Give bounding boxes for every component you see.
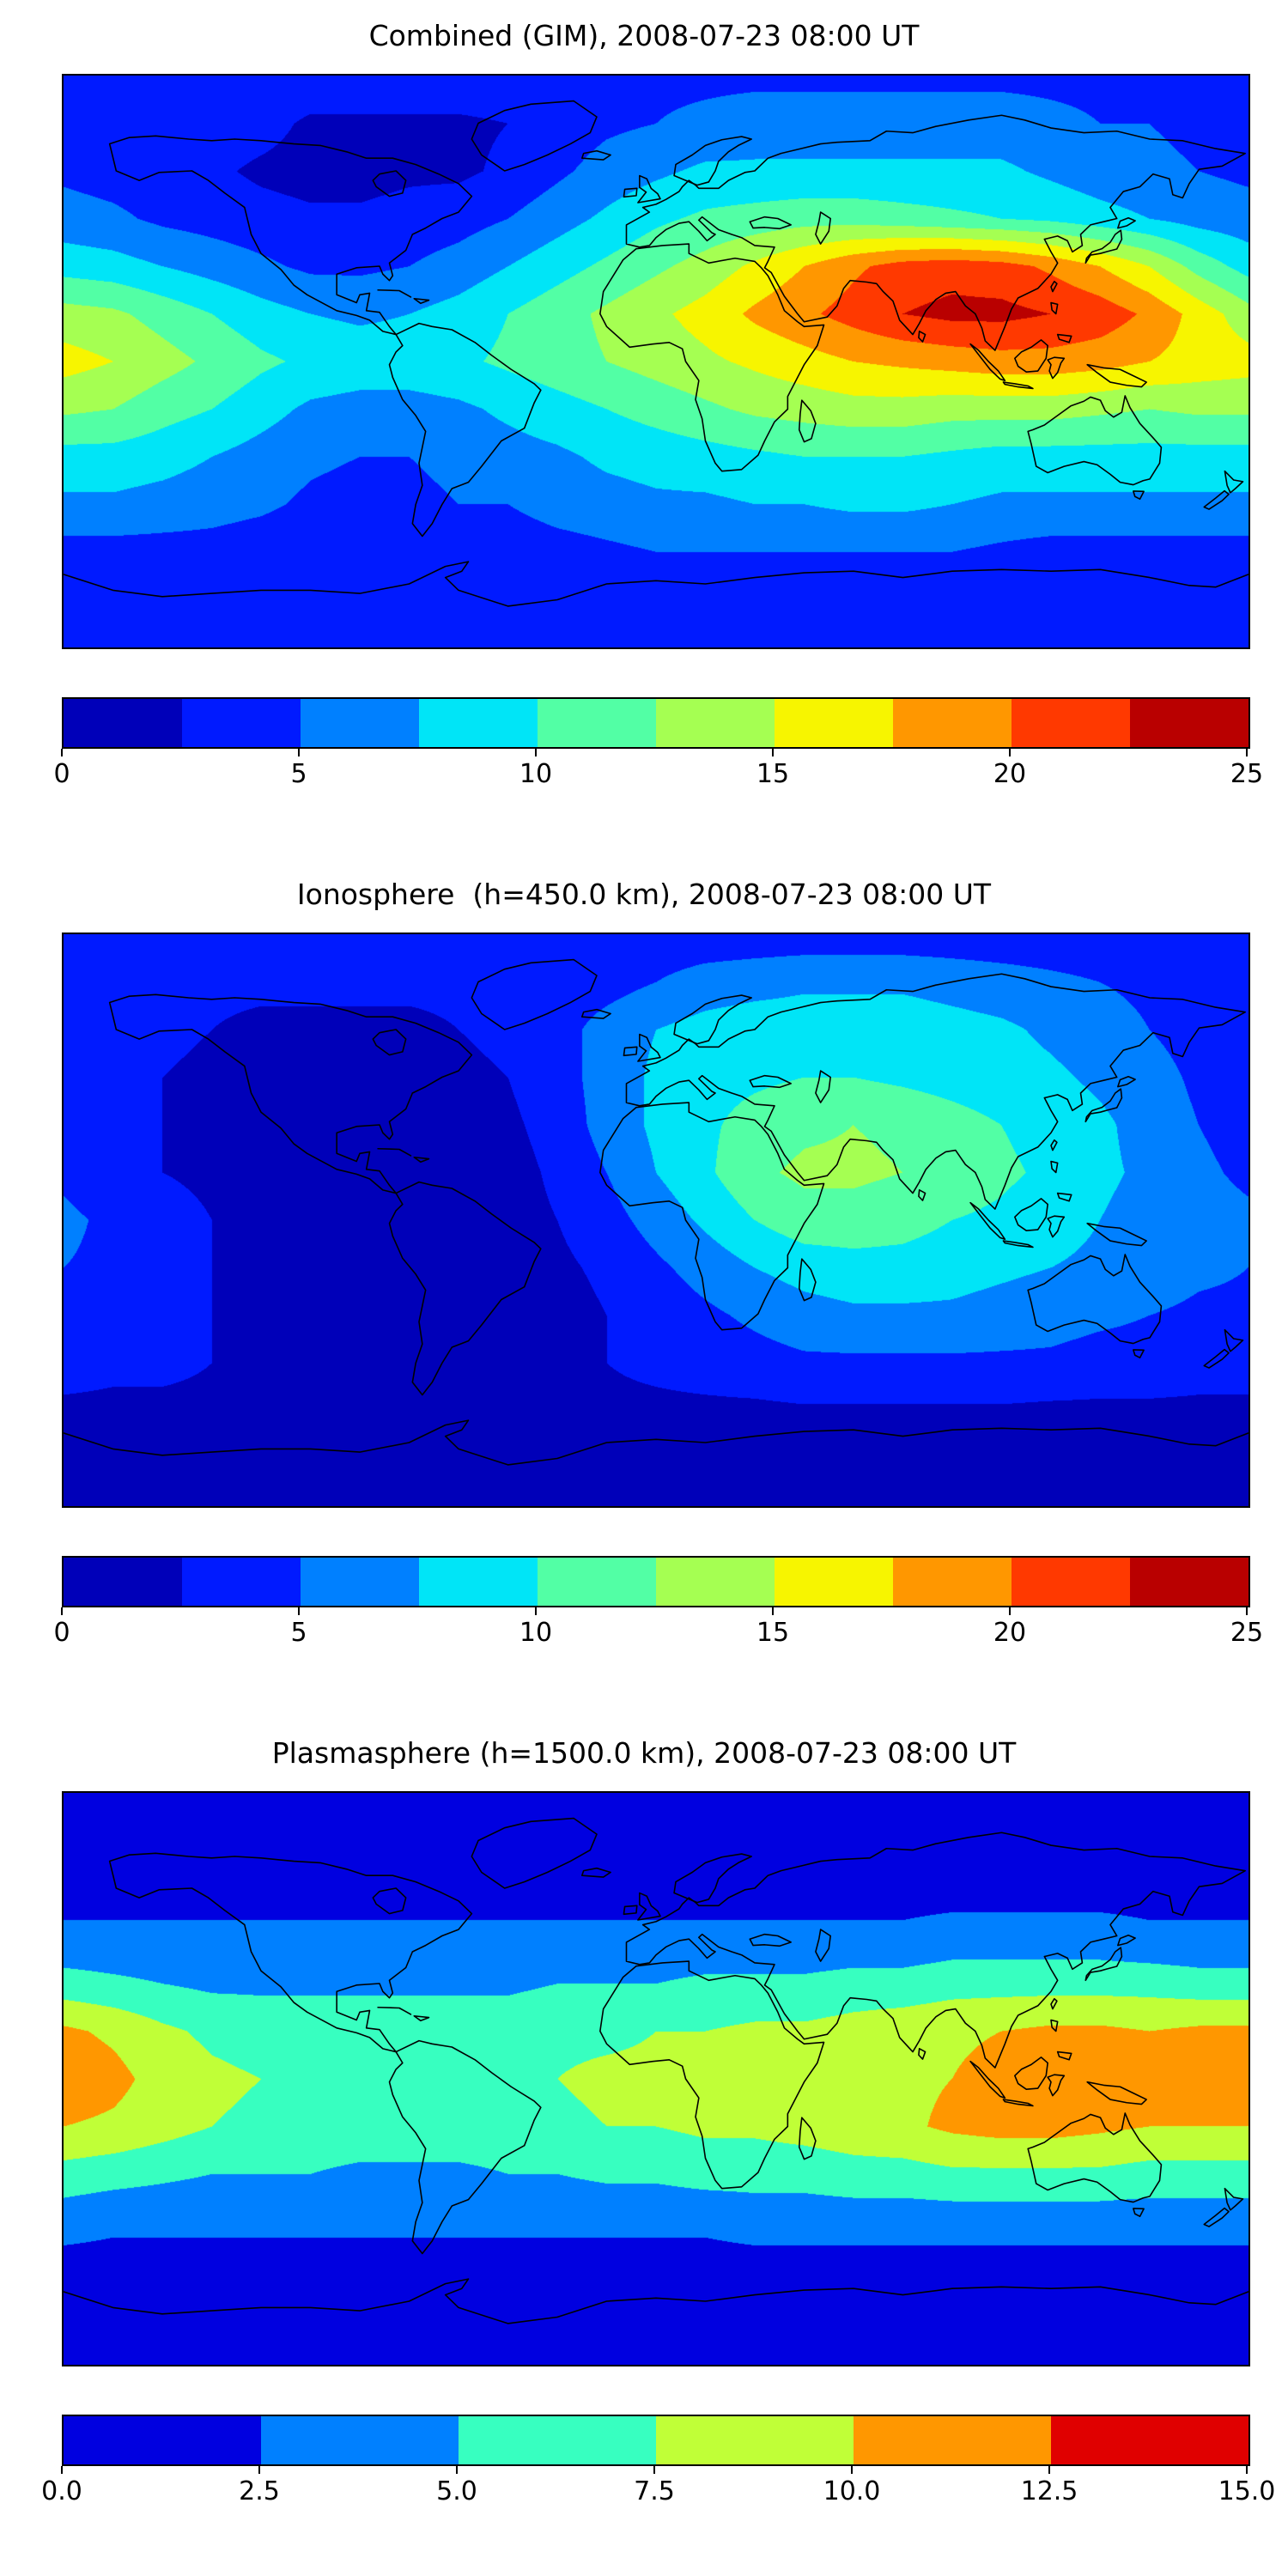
colorbar-tick-label: 20 — [993, 759, 1027, 789]
colorbar-ticks-ionosphere: 0 5 10 15 20 25 — [53, 1607, 1263, 1655]
colorbar-tick-mark — [61, 1607, 63, 1615]
colorbar-tick-label: 25 — [1230, 759, 1264, 789]
colorbar-tick-mark — [851, 2466, 853, 2474]
colorbar-tick-mark — [1246, 2466, 1248, 2474]
colorbar-segment — [854, 2416, 1051, 2464]
map-combined — [62, 74, 1250, 649]
colorbar-tick-label: 5.0 — [436, 2476, 477, 2506]
coastline-overlay — [64, 76, 1249, 647]
colorbar-plasmasphere — [62, 2415, 1250, 2466]
colorbar-tick-label: 0.0 — [41, 2476, 82, 2506]
colorbar-segment — [301, 699, 419, 747]
colorbar-segment — [459, 2416, 656, 2464]
colorbar-tick-mark — [1009, 749, 1011, 756]
colorbar-tick-mark — [1009, 1607, 1011, 1615]
colorbar-segment — [64, 1558, 182, 1606]
colorbar-segment — [775, 699, 893, 747]
colorbar-ticks-combined: 0 5 10 15 20 25 — [53, 749, 1263, 796]
map-ionosphere — [62, 933, 1250, 1508]
panel-title-combined: Combined (GIM), 2008-07-23 08:00 UT — [368, 19, 920, 52]
panel-combined-gim: Combined (GIM), 2008-07-23 08:00 UT 0 5 10… — [0, 0, 1288, 859]
tec-heatmap-plasmasphere — [64, 1793, 1249, 2365]
colorbar-tick-mark — [1048, 2466, 1050, 2474]
colorbar-segment — [182, 1558, 301, 1606]
colorbar-combined — [62, 697, 1250, 749]
colorbar-ticks-plasmasphere: 0.0 2.5 5.0 7.5 10.0 12.5 15.0 — [41, 2466, 1275, 2513]
colorbar-tick-label: 10.0 — [823, 2476, 881, 2506]
colorbar-segment — [656, 1558, 775, 1606]
colorbar-segment — [656, 699, 775, 747]
colorbar-tick-mark — [61, 749, 63, 756]
colorbar-segment — [1051, 2416, 1249, 2464]
map-plasmasphere — [62, 1791, 1250, 2366]
tec-heatmap-combined — [64, 76, 1249, 647]
colorbar-tick-label: 20 — [993, 1618, 1027, 1648]
colorbar-segment — [538, 699, 656, 747]
colorbar-segment — [893, 1558, 1012, 1606]
panel-plasmasphere: Plasmasphere (h=1500.0 km), 2008-07-23 0… — [0, 1717, 1288, 2576]
colorbar-tick-label: 10 — [519, 1618, 553, 1648]
colorbar-tick-label: 2.5 — [239, 2476, 280, 2506]
colorbar-tick-mark — [1246, 1607, 1248, 1615]
colorbar-segment — [419, 699, 538, 747]
colorbar-tick-mark — [61, 2466, 63, 2474]
colorbar-tick-label: 25 — [1230, 1618, 1264, 1648]
colorbar-segment — [1130, 699, 1249, 747]
panel-title-ionosphere: Ionosphere (h=450.0 km), 2008-07-23 08:0… — [296, 878, 992, 911]
colorbar-tick-label: 5 — [290, 759, 307, 789]
colorbar-tick-mark — [772, 1607, 774, 1615]
colorbar-segment — [419, 1558, 538, 1606]
colorbar-tick-label: 15 — [756, 1618, 790, 1648]
tec-heatmap-ionosphere — [64, 934, 1249, 1506]
colorbar-tick-mark — [298, 749, 300, 756]
colorbar-segment — [775, 1558, 893, 1606]
panel-ionosphere: Ionosphere (h=450.0 km), 2008-07-23 08:0… — [0, 859, 1288, 1717]
colorbar-tick-mark — [258, 2466, 260, 2474]
colorbar-segment — [261, 2416, 459, 2464]
colorbar-tick-label: 15 — [756, 759, 790, 789]
colorbar-segment — [893, 699, 1012, 747]
colorbar-ionosphere — [62, 1556, 1250, 1607]
coastline-overlay — [64, 1793, 1249, 2365]
colorbar-tick-label: 5 — [290, 1618, 307, 1648]
colorbar-tick-mark — [298, 1607, 300, 1615]
colorbar-segment — [1130, 1558, 1249, 1606]
colorbar-segment — [538, 1558, 656, 1606]
colorbar-tick-mark — [1246, 749, 1248, 756]
colorbar-segment — [64, 699, 182, 747]
colorbar-tick-label: 15.0 — [1218, 2476, 1276, 2506]
colorbar-segment — [301, 1558, 419, 1606]
colorbar-segment — [64, 2416, 261, 2464]
colorbar-tick-mark — [653, 2466, 655, 2474]
coastline-overlay — [64, 934, 1249, 1506]
colorbar-tick-mark — [535, 1607, 537, 1615]
colorbar-tick-mark — [772, 749, 774, 756]
colorbar-segment — [656, 2416, 854, 2464]
colorbar-tick-mark — [535, 749, 537, 756]
panel-title-plasmasphere: Plasmasphere (h=1500.0 km), 2008-07-23 0… — [271, 1736, 1017, 1770]
colorbar-tick-label: 0 — [53, 759, 70, 789]
colorbar-tick-label: 0 — [53, 1618, 70, 1648]
colorbar-tick-label: 12.5 — [1020, 2476, 1078, 2506]
colorbar-segment — [182, 699, 301, 747]
colorbar-segment — [1012, 699, 1130, 747]
colorbar-tick-label: 7.5 — [634, 2476, 675, 2506]
colorbar-tick-label: 10 — [519, 759, 553, 789]
colorbar-segment — [1012, 1558, 1130, 1606]
colorbar-tick-mark — [456, 2466, 458, 2474]
